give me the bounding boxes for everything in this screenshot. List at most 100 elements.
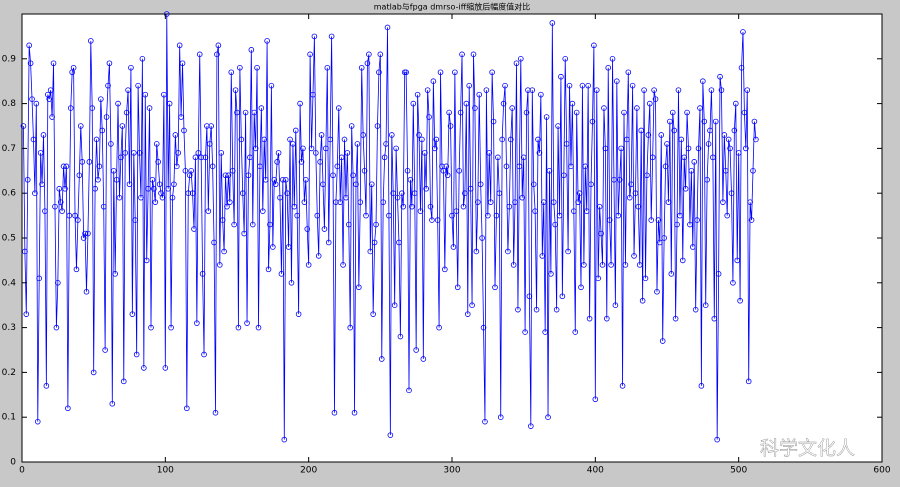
point-marker [698,383,705,389]
point-marker [639,297,646,304]
point-marker [215,42,222,49]
point-marker [500,100,507,107]
point-marker [665,199,672,205]
point-marker [671,127,677,134]
point-marker [304,226,311,232]
point-marker [738,64,745,71]
point-marker [646,100,653,107]
point-marker [70,64,77,71]
point-marker [661,235,667,241]
point-marker [229,168,236,174]
point-marker [268,82,275,89]
point-marker [573,109,580,116]
point-marker [43,383,50,389]
point-marker [578,284,584,291]
point-marker [662,163,669,170]
point-marker [254,64,260,71]
point-marker [337,199,344,205]
point-marker [24,176,31,183]
point-marker [60,163,67,170]
point-marker [191,226,197,232]
point-marker [559,293,566,300]
point-marker [46,96,53,102]
point-marker [242,109,249,116]
point-marker [52,203,58,210]
point-marker [586,315,593,322]
point-marker [668,271,675,277]
point-marker [562,55,569,62]
point-marker [446,109,452,116]
point-marker [462,190,468,197]
point-marker [259,208,266,214]
point-marker [697,105,703,111]
point-marker [659,338,666,344]
point-marker [625,69,632,76]
point-marker [82,230,88,237]
point-marker [105,82,111,89]
point-marker [317,159,323,165]
point-marker [212,409,219,416]
point-marker [22,248,28,255]
point-marker [440,168,447,174]
point-marker [516,163,523,170]
point-marker [470,51,477,58]
point-marker [172,132,179,138]
point-marker [416,132,422,138]
point-marker [715,271,722,277]
point-marker [239,190,246,197]
point-marker [496,190,503,197]
point-marker [502,82,508,89]
point-marker [291,203,298,210]
point-marker [720,199,726,205]
point-marker [539,253,546,259]
point-marker [73,266,80,273]
point-marker [753,136,759,143]
point-marker [129,311,136,317]
point-marker [123,109,130,116]
point-marker [135,82,141,89]
y-tick-label: 0.2 [2,368,16,378]
y-tick-label: 0.8 [2,99,17,109]
point-marker [655,217,662,223]
point-marker [708,87,715,93]
point-marker [582,163,589,170]
point-marker [571,208,577,214]
point-marker [176,42,183,49]
point-marker [649,154,656,161]
point-marker [553,306,560,313]
point-marker [249,221,256,228]
point-marker [628,181,634,188]
point-marker [156,181,163,188]
point-marker [241,230,247,237]
point-marker [350,172,356,179]
point-marker [159,194,166,201]
point-marker [381,154,388,161]
point-marker [368,181,375,188]
point-marker [33,100,40,107]
point-marker [399,190,405,197]
point-marker [360,132,366,138]
point-marker [460,203,467,210]
point-marker [162,365,169,371]
point-marker [525,87,531,93]
point-marker [641,87,647,93]
point-marker [533,306,540,313]
point-marker [598,230,604,237]
point-marker [688,168,695,174]
point-marker [125,87,131,93]
point-marker [245,172,252,179]
point-marker [237,64,243,71]
point-marker [509,105,516,111]
point-marker [96,163,103,170]
point-marker [348,123,355,129]
point-marker [740,29,746,35]
point-marker [194,320,200,326]
point-marker [427,203,434,210]
point-marker [217,262,223,268]
point-marker [674,221,680,228]
point-marker [126,181,133,188]
point-marker [414,91,421,98]
point-marker [563,141,570,147]
point-marker [450,244,457,250]
point-marker [629,82,636,89]
